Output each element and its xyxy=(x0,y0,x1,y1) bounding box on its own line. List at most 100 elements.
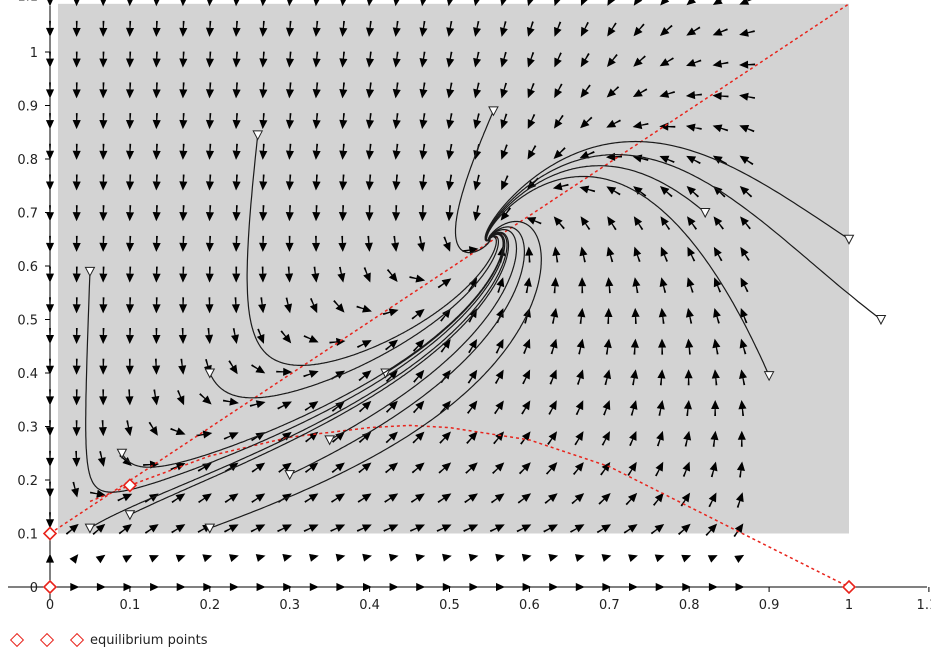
field-arrow xyxy=(303,524,319,533)
field-arrow xyxy=(527,113,536,129)
field-arrow xyxy=(124,420,133,437)
field-arrow xyxy=(713,277,722,293)
field-arrow xyxy=(304,493,319,503)
field-arrow xyxy=(356,340,372,349)
field-arrow xyxy=(526,217,542,225)
trajectory-start-marker xyxy=(843,234,855,245)
field-arrow xyxy=(554,21,562,37)
field-arrow xyxy=(125,205,135,222)
legend-label: equilibrium points xyxy=(90,632,208,648)
field-arrow xyxy=(735,492,744,508)
field-arrow xyxy=(205,266,214,283)
field-arrow xyxy=(501,175,509,191)
field-arrow xyxy=(144,524,159,534)
field-arrow xyxy=(285,82,295,99)
field-arrow xyxy=(578,277,587,294)
field-arrow xyxy=(312,51,321,68)
field-arrow xyxy=(436,524,452,532)
field-arrow xyxy=(179,82,188,99)
field-arrow xyxy=(278,431,292,442)
field-arrow xyxy=(466,400,478,414)
field-arrow xyxy=(489,524,505,533)
field-arrow xyxy=(740,216,751,230)
field-arrow xyxy=(178,358,187,375)
field-arrow xyxy=(282,553,293,562)
field-arrow xyxy=(632,121,649,130)
field-arrow xyxy=(205,235,214,252)
field-arrow xyxy=(466,431,478,445)
field-arrow xyxy=(97,451,106,467)
field-arrow xyxy=(658,338,667,355)
field-arrow xyxy=(493,431,505,445)
trajectory-start-marker xyxy=(699,208,711,219)
field-arrow xyxy=(413,369,425,383)
field-arrow xyxy=(179,174,188,191)
field-arrow xyxy=(410,493,425,503)
field-arrow xyxy=(205,297,214,314)
field-arrow xyxy=(171,524,186,534)
field-arrow xyxy=(553,147,566,160)
field-arrow xyxy=(655,461,664,477)
field-arrow xyxy=(391,235,400,252)
x-tick-label: 1.1 xyxy=(917,598,931,613)
field-arrow xyxy=(152,358,161,375)
field-arrow xyxy=(152,82,161,99)
field-arrow xyxy=(152,0,161,7)
y-tick-label: 1.1 xyxy=(17,0,38,5)
field-arrow xyxy=(312,20,321,37)
field-arrow xyxy=(500,113,509,129)
field-arrow xyxy=(499,21,508,37)
field-arrow xyxy=(473,82,482,99)
field-arrow xyxy=(149,555,159,563)
field-arrow xyxy=(550,307,559,324)
field-arrow xyxy=(386,268,398,283)
field-arrow xyxy=(331,400,345,412)
field-arrow xyxy=(205,174,215,191)
field-arrow xyxy=(125,20,135,37)
field-arrow xyxy=(736,461,745,478)
field-arrow xyxy=(412,339,425,352)
field-arrow xyxy=(72,205,81,222)
field-arrow xyxy=(205,143,215,160)
field-arrow xyxy=(494,400,504,415)
field-arrow xyxy=(576,369,584,385)
field-arrow xyxy=(526,21,535,37)
field-arrow xyxy=(446,143,455,160)
field-arrow xyxy=(148,421,158,436)
field-arrow xyxy=(72,113,81,130)
field-arrow xyxy=(632,277,641,294)
field-arrow xyxy=(740,246,750,261)
field-arrow xyxy=(285,205,294,222)
y-tick-label: 0.2 xyxy=(17,474,38,489)
field-arrow xyxy=(606,86,620,98)
field-arrow xyxy=(685,307,694,324)
field-arrow xyxy=(419,82,428,99)
field-arrow xyxy=(712,28,728,36)
field-arrow xyxy=(681,554,692,563)
trajectory xyxy=(485,154,882,320)
field-arrow xyxy=(231,297,240,314)
field-arrow xyxy=(601,554,612,562)
field-arrow xyxy=(230,328,239,344)
field-arrow xyxy=(179,113,188,130)
field-arrow xyxy=(365,113,375,130)
field-arrow xyxy=(490,493,505,504)
field-arrow xyxy=(579,246,588,263)
field-arrow xyxy=(545,462,558,475)
x-tick-label: 0.9 xyxy=(759,598,780,613)
field-arrow xyxy=(258,297,267,314)
field-arrow xyxy=(521,400,531,415)
trajectory-start-marker xyxy=(252,130,264,141)
field-arrow xyxy=(205,113,215,130)
field-arrow xyxy=(417,235,426,252)
legend-marker xyxy=(39,632,55,648)
field-arrow xyxy=(337,266,346,283)
field-arrow xyxy=(683,399,692,417)
field-arrow xyxy=(712,338,721,355)
field-arrow xyxy=(223,432,239,440)
field-arrow xyxy=(152,174,161,191)
field-arrow xyxy=(409,524,425,532)
field-arrow xyxy=(99,205,108,222)
field-arrow xyxy=(468,553,479,562)
